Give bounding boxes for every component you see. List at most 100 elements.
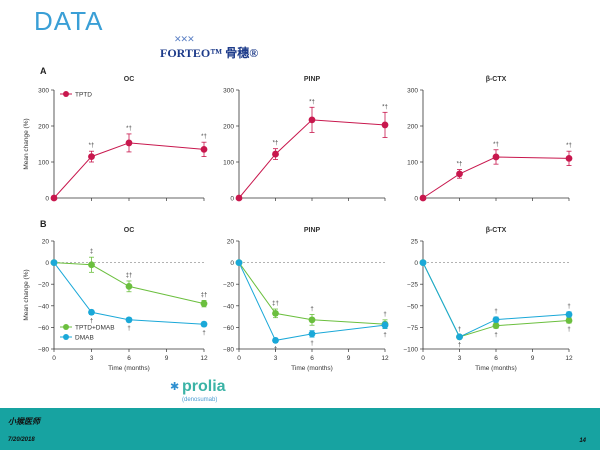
b-oc-y-tick-label: −80 [38,347,49,354]
a-pinp-tptd-line [238,119,386,199]
b-oc-legend-dmab-swatch [63,334,69,340]
b-ctx-y-tick-label: 25 [411,239,419,246]
b-oc-dmab-point [200,320,208,328]
b-ctx-title: β-CTX [486,227,507,234]
b-ctx-tptd-dmab-annotation: † [494,332,497,338]
b-pinp-dmab-point [381,321,389,329]
b-pinp-x-tick-label: 0 [237,355,241,362]
forteo-logo-icon: ✕✕✕ [174,34,195,44]
b-oc-dmab-annotation: † [127,326,130,332]
b-oc-y-tick-label: 20 [42,239,50,246]
a-oc-tptd-annotation: *† [89,143,95,149]
a-pinp-y-tick-label: 0 [230,196,234,203]
b-pinp-tptd-dmab-annotation: † [383,312,386,318]
b-pinp-y-tick-label: −20 [223,282,234,289]
a-oc-title: OC [124,76,135,83]
b-ctx-y-tick-label: −75 [407,325,418,332]
b-oc-y-tick-label: −60 [38,325,49,332]
a-ctx-tptd-point [565,155,573,162]
b-oc-dmab-line [53,262,205,325]
b-pinp-title: PINP [304,227,321,234]
b-oc-tptd-dmab-annotation: ‡† [201,292,208,298]
b-oc-tptd-dmab-line [53,262,205,305]
b-oc-x-tick-label: 3 [90,355,94,362]
a-pinp-tptd-annotation: *† [273,141,279,147]
prolia-logo-subtext: (denosumab) [182,397,218,403]
b-ctx-dmab-annotation: † [458,327,461,333]
prolia-logo: ✱ prolia (denosumab) [170,378,260,414]
a-ctx-y-tick-label: 300 [407,88,418,95]
b-oc-x-tick-label: 12 [200,355,208,362]
b-oc-x-tick-label: 0 [52,355,56,362]
b-oc-dmab-annotation: † [202,330,205,336]
a-ctx-tptd-annotation: *† [493,142,499,148]
page-number: 14 [579,438,586,444]
forteo-logo-text: FORTEO™ 骨穗® [160,46,259,60]
b-ctx-x-tick-label: 0 [421,355,425,362]
a-oc-y-tick-label: 100 [38,160,49,167]
a-ctx-title: β-CTX [486,76,507,83]
a-pinp-tptd-point [272,150,279,158]
a-oc-y-tick-label: 200 [38,124,49,131]
a-ctx-tptd-point [456,170,463,178]
b-ctx-y-tick-label: −100 [403,347,418,354]
b-oc-tptd-dmab-point [88,261,95,269]
a-ctx-tptd-annotation: *† [457,162,463,168]
a-pinp-tptd-point [235,194,243,202]
b-ctx-tptd-dmab-annotation: † [458,343,461,349]
a-oc-y-label: Mean change (%) [23,118,30,169]
b-pinp-y-tick-label: −80 [223,347,234,354]
b-pinp-dmab-line [238,262,386,341]
b-pinp-dmab-annotation: † [383,332,386,338]
b-oc-y-tick-label: −20 [38,282,49,289]
a-pinp-title: PINP [304,76,321,83]
b-ctx-dmab-point [419,259,427,266]
b-pinp-x-tick-label: 12 [381,355,389,362]
b-oc-x-tick-label: 6 [127,355,131,362]
panel-b-label: B [40,219,47,229]
a-pinp-tptd-point [308,116,316,124]
b-pinp-x-tick-label: 9 [347,355,351,362]
a-ctx-tptd-annotation: *† [566,143,572,149]
prolia-logo-icon: ✱ [170,381,180,393]
b-oc-tptd-dmab-point [200,300,208,308]
a-pinp-tptd-annotation: *† [382,104,388,110]
a-oc-tptd-point [50,194,58,202]
b-pinp-tptd-dmab-point [272,309,279,317]
a-oc-legend-tptd-label: TPTD [75,91,92,98]
b-ctx-dmab-annotation: † [494,309,497,315]
b-oc-legend-tptd-dmab-swatch [63,324,69,330]
b-pinp-x-tick-label: 6 [310,355,314,362]
b-pinp-x-tick-label: 3 [274,355,278,362]
b-pinp-dmab-annotation: † [274,347,277,353]
a-oc-tptd-annotation: *† [201,134,207,140]
a-ctx-tptd-point [419,194,427,202]
b-pinp-dmab-point [308,330,316,338]
b-ctx-y-tick-label: −25 [407,282,418,289]
b-pinp-tptd-dmab-point [308,316,316,324]
b-oc-y-label: Mean change (%) [23,269,30,320]
b-pinp-dmab-point [235,259,243,266]
b-ctx-x-tick-label: 3 [458,355,462,362]
a-pinp-y-tick-label: 100 [223,160,234,167]
b-pinp-y-tick-label: −40 [223,303,234,310]
a-pinp-y-tick-label: 300 [223,88,234,95]
b-oc-title: OC [124,227,135,234]
b-pinp-x-label: Time (months) [291,365,333,372]
b-pinp-tptd-dmab-line [238,262,386,325]
b-oc-dmab-point [50,259,58,266]
b-ctx-dmab-point [565,311,573,318]
footer-brand: 小猴医师 [8,417,40,426]
b-pinp-dmab-point [272,336,279,344]
b-ctx-x-tick-label: 9 [531,355,535,362]
footer-bar: 小猴医师 7/20/2018 14 [0,408,600,450]
a-ctx-y-tick-label: 200 [407,124,418,131]
b-oc-tptd-dmab-annotation: ‡ [90,249,93,255]
a-oc-y-tick-label: 0 [45,196,49,203]
a-oc-y-tick-label: 300 [38,88,49,95]
b-ctx-tptd-dmab-point [492,322,500,330]
b-oc-legend-dmab-label: DMAB [75,334,94,341]
footer-date: 7/20/2018 [8,437,35,443]
b-pinp-tptd-dmab-annotation: ‡† [272,301,279,307]
